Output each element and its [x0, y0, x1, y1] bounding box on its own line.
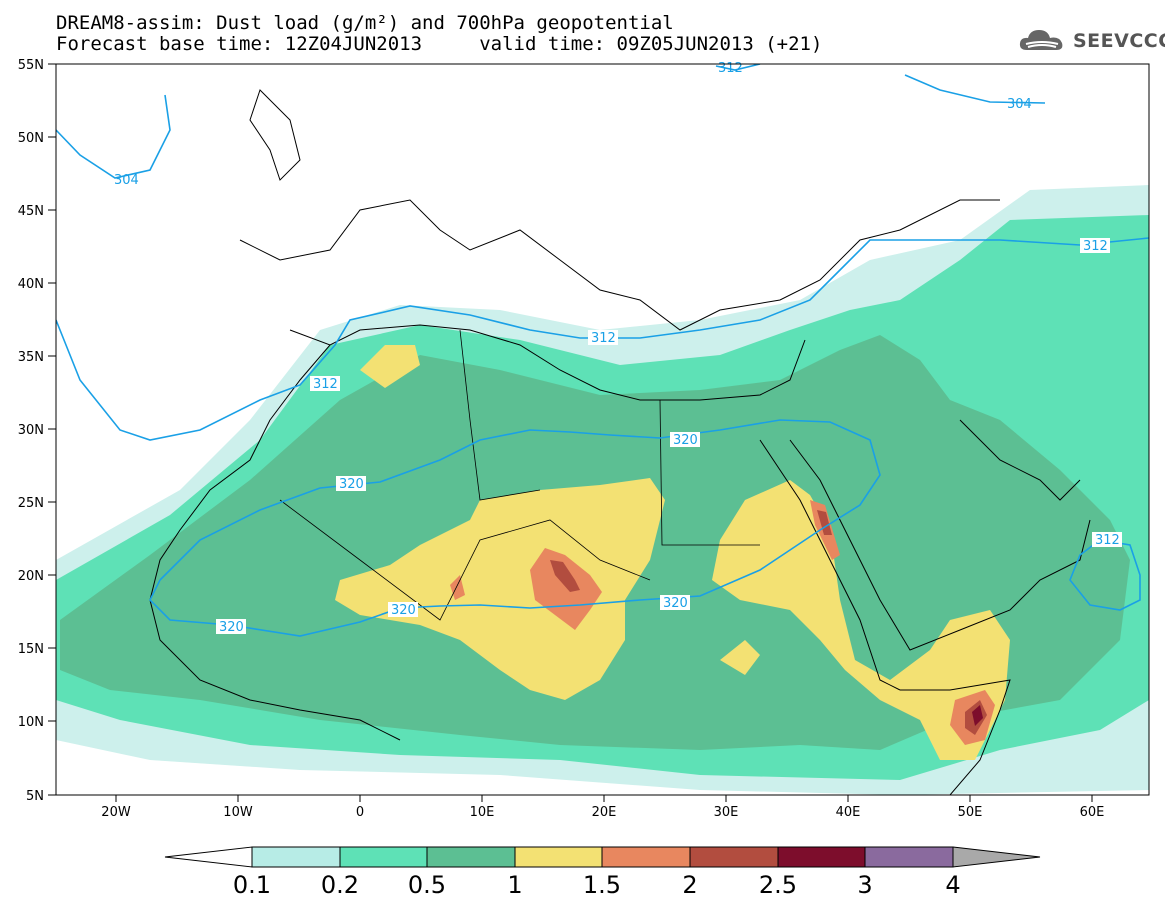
lon-label: 10W [223, 805, 253, 820]
colorbar-over-triangle [952, 846, 1041, 868]
contour-304-ne [904, 74, 1046, 104]
colorbar-labels: 0.1 0.2 0.5 1 1.5 2 2.5 3 4 [233, 871, 961, 899]
contour-label: 312 [591, 331, 616, 346]
contour-label: 320 [219, 620, 244, 635]
contour-label: 304 [1007, 97, 1032, 112]
coast-arabia [789, 439, 1091, 651]
contour-320-main [149, 419, 881, 637]
lon-label: 30E [714, 805, 739, 820]
dust-band-1-west [335, 478, 665, 700]
colorbar-label: 0.1 [233, 871, 271, 899]
contour-labels: 312 304 304 312 312 312 320 320 320 320 … [114, 61, 1122, 635]
dust-band-1-north [360, 345, 420, 388]
lon-label: 50E [958, 805, 983, 820]
lat-label: 25N [18, 496, 44, 511]
coast-britain [249, 89, 301, 181]
dust-band-1-small [720, 640, 760, 675]
coast-horn [900, 679, 1011, 795]
lat-label: 50N [18, 131, 44, 146]
lat-label: 40N [18, 277, 44, 292]
colorbar-under-triangle [164, 846, 253, 868]
colorbar-swatch [689, 846, 779, 868]
seevccc-logo: SEEVCCC [1017, 24, 1165, 58]
colorbar-swatch [777, 846, 866, 868]
lat-label: 30N [18, 423, 44, 438]
lat-label: 15N [18, 642, 44, 657]
contour-312-top [715, 64, 761, 71]
contour-label: 312 [1095, 533, 1120, 548]
lon-label: 20E [592, 805, 617, 820]
coast-west-africa [149, 344, 401, 741]
border-egypt [659, 399, 760, 546]
contour-312-arabia [1069, 539, 1141, 611]
logo-text: SEEVCCC [1073, 30, 1165, 52]
map-title: DREAM8-assim: Dust load (g/m²) and 700hP… [56, 12, 674, 34]
lon-label: 60E [1080, 805, 1105, 820]
colorbar-swatch [514, 846, 603, 868]
geopotential-contours [56, 64, 1149, 637]
dust-field [56, 64, 1149, 795]
border-sahara-2 [459, 329, 541, 501]
border-sahara-1 [279, 499, 651, 621]
colorbar-label: 2 [682, 871, 697, 899]
lon-label: 10E [470, 805, 495, 820]
dust-band-1-5-niger [450, 575, 465, 600]
colorbar-label: 0.5 [408, 871, 446, 899]
coast-persian-gulf [959, 419, 1081, 501]
contour-label: 320 [673, 433, 698, 448]
colorbar-swatch [426, 846, 516, 868]
colorbar-swatch [864, 846, 954, 868]
contour-label: 320 [663, 596, 688, 611]
colorbar-swatch [601, 846, 691, 868]
lon-label: 0 [356, 805, 364, 820]
contour-label: 320 [339, 477, 364, 492]
coast-north-africa [289, 324, 806, 401]
colorbar-label: 3 [857, 871, 872, 899]
contour-304-nw [56, 94, 171, 179]
contour-label: 320 [391, 603, 416, 618]
lat-label: 10N [18, 715, 44, 730]
contour-312-med [56, 237, 1149, 441]
lat-label: 20N [18, 569, 44, 584]
colorbar-label: 2.5 [759, 871, 797, 899]
coast-europe [239, 199, 1000, 331]
contour-label: 312 [718, 61, 743, 76]
colorbar-swatch [339, 846, 428, 868]
lat-label: 5N [26, 789, 44, 804]
dust-band-2-5-somalia [972, 705, 983, 726]
contour-label: 312 [313, 377, 338, 392]
lat-axis: 55N 50N 45N 40N 35N 30N 25N 20N 15N 10N … [18, 58, 56, 804]
lat-label: 35N [18, 350, 44, 365]
cloud-icon [1019, 30, 1063, 50]
lon-label: 40E [836, 805, 861, 820]
colorbar-label: 4 [945, 871, 960, 899]
colorbar-label: 0.2 [321, 871, 359, 899]
colorbar-label: 1.5 [583, 871, 621, 899]
lon-axis: 20W 10W 0 10E 20E 30E 40E 50E 60E [101, 795, 1104, 820]
map-subtitle: Forecast base time: 12Z04JUN2013 valid t… [56, 33, 823, 55]
lat-label: 55N [18, 58, 44, 73]
colorbar-swatch [251, 846, 341, 868]
contour-label: 312 [1083, 239, 1108, 254]
colorbar-label: 1 [507, 871, 522, 899]
colorbar [164, 846, 1041, 868]
dust-band-2-chad [550, 560, 580, 592]
contour-label: 304 [114, 173, 139, 188]
dust-band-1-5-chad [530, 548, 602, 630]
dust-band-2-sudan [817, 510, 832, 535]
coastlines [149, 89, 1091, 795]
coast-red-sea [759, 439, 901, 691]
lon-label: 20W [101, 805, 131, 820]
lat-label: 45N [18, 204, 44, 219]
